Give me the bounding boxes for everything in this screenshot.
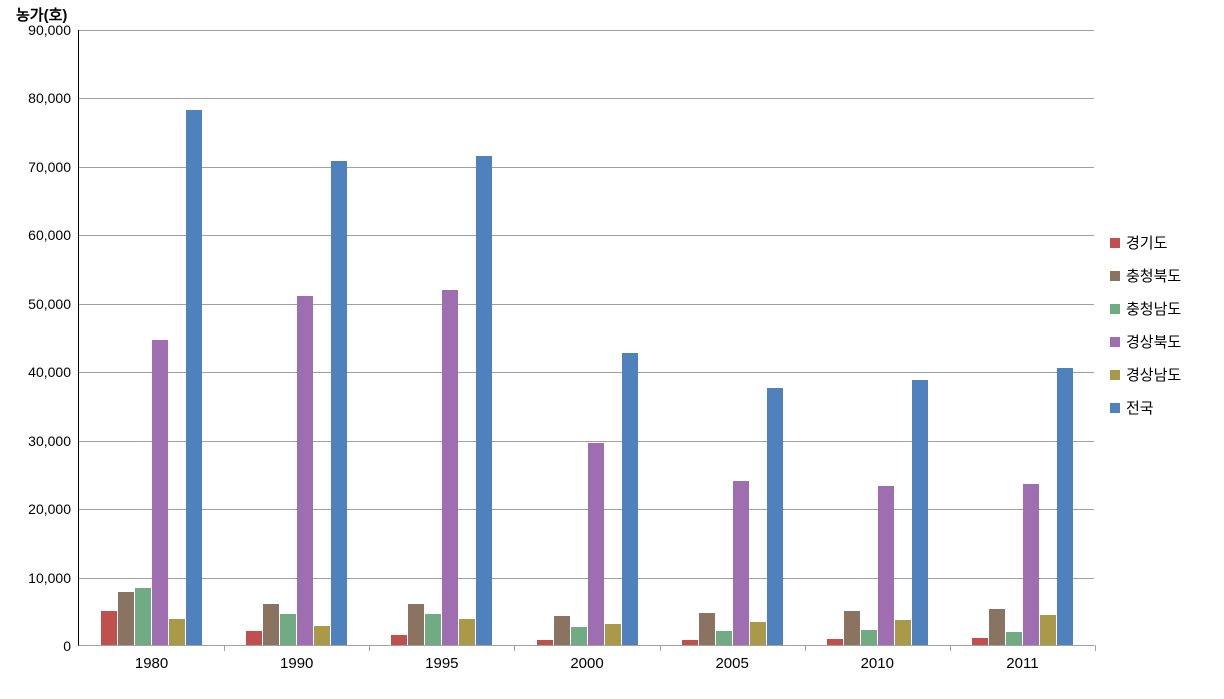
- bar: [1040, 615, 1056, 645]
- legend-swatch: [1110, 238, 1120, 248]
- bar: [878, 486, 894, 645]
- bar: [280, 614, 296, 645]
- legend-swatch: [1110, 304, 1120, 314]
- plot-area: 010,00020,00030,00040,00050,00060,00070,…: [78, 30, 1094, 646]
- y-tick-label: 80,000: [28, 90, 71, 106]
- x-tick-mark: [369, 645, 370, 651]
- x-tick-mark: [514, 645, 515, 651]
- gridline: [79, 235, 1094, 236]
- bar: [314, 626, 330, 645]
- bar: [135, 588, 151, 645]
- bar: [827, 639, 843, 645]
- bar: [442, 290, 458, 645]
- gridline: [79, 304, 1094, 305]
- y-tick-label: 0: [63, 638, 71, 654]
- legend-item: 충청남도: [1110, 298, 1181, 319]
- bar: [297, 296, 313, 645]
- bar: [1057, 368, 1073, 645]
- x-tick-mark: [660, 645, 661, 651]
- legend-swatch: [1110, 337, 1120, 347]
- bar: [571, 627, 587, 645]
- legend-swatch: [1110, 370, 1120, 380]
- x-tick-label: 2005: [715, 655, 748, 672]
- gridline: [79, 98, 1094, 99]
- bar: [750, 622, 766, 645]
- y-tick-label: 50,000: [28, 296, 71, 312]
- bar: [263, 604, 279, 645]
- bar: [989, 609, 1005, 645]
- bar: [408, 604, 424, 645]
- x-tick-label: 1990: [280, 655, 313, 672]
- gridline: [79, 509, 1094, 510]
- legend-item: 경상북도: [1110, 331, 1181, 352]
- x-tick-label: 2010: [861, 655, 894, 672]
- bar: [118, 592, 134, 645]
- y-tick-label: 10,000: [28, 570, 71, 586]
- bar: [912, 380, 928, 645]
- chart-container: 농가(호) 010,00020,00030,00040,00050,00060,…: [0, 0, 1224, 699]
- bar: [682, 640, 698, 645]
- gridline: [79, 167, 1094, 168]
- bar: [972, 638, 988, 645]
- legend-label: 전국: [1126, 397, 1154, 418]
- bar: [246, 631, 262, 645]
- legend-label: 충청남도: [1126, 298, 1181, 319]
- bar: [476, 156, 492, 645]
- bar: [895, 620, 911, 645]
- gridline: [79, 578, 1094, 579]
- y-tick-label: 20,000: [28, 501, 71, 517]
- bar: [622, 353, 638, 645]
- gridline: [79, 441, 1094, 442]
- gridline: [79, 30, 1094, 31]
- bar: [716, 631, 732, 645]
- x-tick-mark: [950, 645, 951, 651]
- legend-item: 경상남도: [1110, 364, 1181, 385]
- legend-label: 충청북도: [1126, 265, 1181, 286]
- legend-item: 충청북도: [1110, 265, 1181, 286]
- legend-swatch: [1110, 403, 1120, 413]
- x-tick-mark: [224, 645, 225, 651]
- bar: [459, 619, 475, 645]
- legend: 경기도충청북도충청남도경상북도경상남도전국: [1110, 232, 1181, 430]
- bar: [1006, 632, 1022, 645]
- legend-label: 경기도: [1126, 232, 1167, 253]
- x-tick-label: 2011: [1006, 655, 1038, 672]
- bar: [554, 616, 570, 645]
- bar: [861, 630, 877, 645]
- bar: [425, 614, 441, 645]
- y-tick-label: 70,000: [28, 159, 71, 175]
- legend-item: 경기도: [1110, 232, 1181, 253]
- bar: [186, 110, 202, 645]
- gridline: [79, 372, 1094, 373]
- y-tick-label: 40,000: [28, 364, 71, 380]
- bar: [331, 161, 347, 645]
- legend-item: 전국: [1110, 397, 1181, 418]
- legend-label: 경상북도: [1126, 331, 1181, 352]
- y-tick-label: 30,000: [28, 433, 71, 449]
- bar: [605, 624, 621, 645]
- x-tick-label: 1995: [425, 655, 458, 672]
- legend-swatch: [1110, 271, 1120, 281]
- bar: [537, 640, 553, 645]
- bar: [844, 611, 860, 645]
- bar: [767, 388, 783, 645]
- bar: [391, 635, 407, 645]
- y-tick-label: 90,000: [28, 22, 71, 38]
- bar: [152, 340, 168, 645]
- bar: [733, 481, 749, 645]
- legend-label: 경상남도: [1126, 364, 1181, 385]
- x-tick-mark: [1095, 645, 1096, 651]
- bar: [101, 611, 117, 645]
- x-tick-mark: [805, 645, 806, 651]
- bar: [169, 619, 185, 645]
- x-tick-label: 1980: [135, 655, 168, 672]
- x-tick-label: 2000: [570, 655, 603, 672]
- bar: [699, 613, 715, 645]
- y-tick-label: 60,000: [28, 227, 71, 243]
- bar: [588, 443, 604, 645]
- bar: [1023, 484, 1039, 645]
